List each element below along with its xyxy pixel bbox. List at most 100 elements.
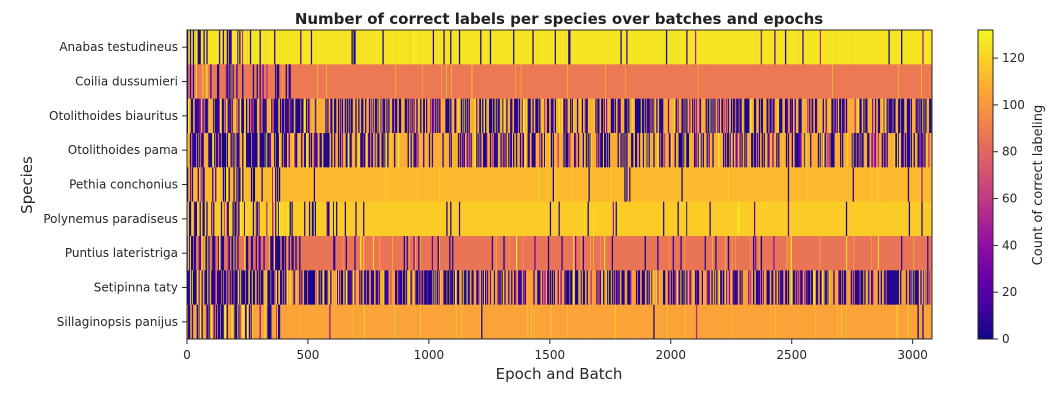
heatmap-cell xyxy=(451,270,453,306)
heatmap-cell xyxy=(667,270,670,306)
heatmap-cell xyxy=(485,270,487,306)
heatmap-cell xyxy=(450,270,452,306)
heatmap-cell xyxy=(269,304,271,340)
heatmap-cell xyxy=(697,133,700,168)
heatmap-cell xyxy=(232,201,234,237)
heatmap-cell xyxy=(772,98,774,134)
heatmap-cell xyxy=(345,270,347,306)
heatmap-cell xyxy=(219,98,222,134)
heatmap-cell xyxy=(237,133,239,168)
heatmap-cell xyxy=(898,270,900,306)
heatmap-cell xyxy=(222,30,225,65)
heatmap-cell xyxy=(193,201,196,237)
heatmap-cell xyxy=(569,30,571,65)
heatmap-cell xyxy=(316,270,318,306)
heatmap-cell xyxy=(235,304,237,340)
heatmap-cell xyxy=(665,30,668,65)
heatmap-cell xyxy=(263,98,265,134)
heatmap-cell xyxy=(349,270,351,306)
heatmap-cell xyxy=(381,133,383,168)
heatmap-cell xyxy=(190,270,193,306)
heatmap-cell xyxy=(205,236,207,271)
heatmap-cell xyxy=(922,133,924,168)
heatmap-cell xyxy=(651,98,653,134)
heatmap-cell xyxy=(286,98,288,134)
heatmap-cell xyxy=(324,270,326,306)
heatmap-cell xyxy=(644,236,646,271)
heatmap-cell xyxy=(338,270,341,306)
heatmap-cell xyxy=(213,236,215,271)
heatmap-cell xyxy=(270,236,272,271)
heatmap-cell xyxy=(333,201,335,237)
heatmap-cell xyxy=(601,98,603,134)
heatmap-cell xyxy=(188,304,191,340)
heatmap-cell xyxy=(480,133,482,168)
heatmap-cell xyxy=(882,270,884,306)
heatmap-cell xyxy=(642,98,644,134)
heatmap-cell xyxy=(259,64,261,100)
heatmap-cell xyxy=(251,270,254,306)
heatmap-cell xyxy=(452,133,454,168)
heatmap-cell xyxy=(885,98,887,134)
heatmap-cell xyxy=(234,236,236,271)
heatmap-cell xyxy=(854,270,856,306)
heatmap-cell xyxy=(350,270,352,306)
heatmap-cell xyxy=(372,236,375,271)
heatmap-cell xyxy=(406,236,408,271)
heatmap-cell xyxy=(256,201,258,237)
heatmap-cell xyxy=(748,98,750,134)
heatmap-cell xyxy=(268,304,270,340)
heatmap-cell xyxy=(374,98,376,134)
heatmap-cell xyxy=(886,270,888,306)
heatmap-cell xyxy=(452,201,454,237)
heatmap-cell xyxy=(698,98,701,134)
heatmap-cell xyxy=(730,133,733,168)
heatmap-cell xyxy=(222,98,225,134)
y-tick-label: Sillaginopsis panijus xyxy=(57,315,178,329)
heatmap-cell xyxy=(789,98,792,134)
heatmap-cell xyxy=(503,236,505,271)
heatmap-cell xyxy=(863,270,865,306)
heatmap-cell xyxy=(226,270,228,306)
heatmap-cell xyxy=(730,98,733,134)
heatmap-cell xyxy=(815,270,818,306)
heatmap-cell xyxy=(632,98,634,134)
heatmap-cell xyxy=(337,98,340,134)
heatmap-cell xyxy=(432,270,435,306)
heatmap-cell xyxy=(413,133,415,168)
heatmap-cell xyxy=(727,98,730,134)
heatmap-cell xyxy=(891,270,893,306)
heatmap-cell xyxy=(923,270,925,306)
heatmap-cell xyxy=(361,98,363,134)
heatmap-cell xyxy=(367,133,370,168)
heatmap-cell xyxy=(622,133,624,168)
heatmap-cell xyxy=(626,98,628,134)
heatmap-cell xyxy=(246,133,249,168)
heatmap-cell xyxy=(784,30,787,65)
heatmap-cell xyxy=(265,133,267,168)
heatmap-cell xyxy=(234,304,236,340)
heatmap-cell xyxy=(302,98,304,134)
heatmap-cell xyxy=(557,133,559,168)
heatmap-cell xyxy=(915,270,917,306)
heatmap-cell xyxy=(539,98,541,134)
heatmap-cell xyxy=(276,167,279,203)
heatmap-cell xyxy=(732,98,734,134)
heatmap-cell xyxy=(224,133,226,168)
heatmap-cell xyxy=(511,133,513,168)
heatmap-cell xyxy=(222,167,225,203)
heatmap-cell xyxy=(271,236,273,271)
heatmap-cell xyxy=(386,270,388,306)
heatmap-cell xyxy=(706,133,708,168)
heatmap-cell xyxy=(252,270,255,306)
heatmap-cell xyxy=(889,270,891,306)
heatmap-cell xyxy=(814,98,817,134)
heatmap-cell xyxy=(811,270,813,306)
heatmap-cell xyxy=(528,133,530,168)
heatmap-cell xyxy=(845,201,848,237)
heatmap-cell xyxy=(251,133,254,168)
heatmap-cell xyxy=(207,304,209,340)
heatmap-cell xyxy=(228,64,230,100)
heatmap-cell xyxy=(864,270,866,306)
heatmap-cell xyxy=(602,133,604,168)
